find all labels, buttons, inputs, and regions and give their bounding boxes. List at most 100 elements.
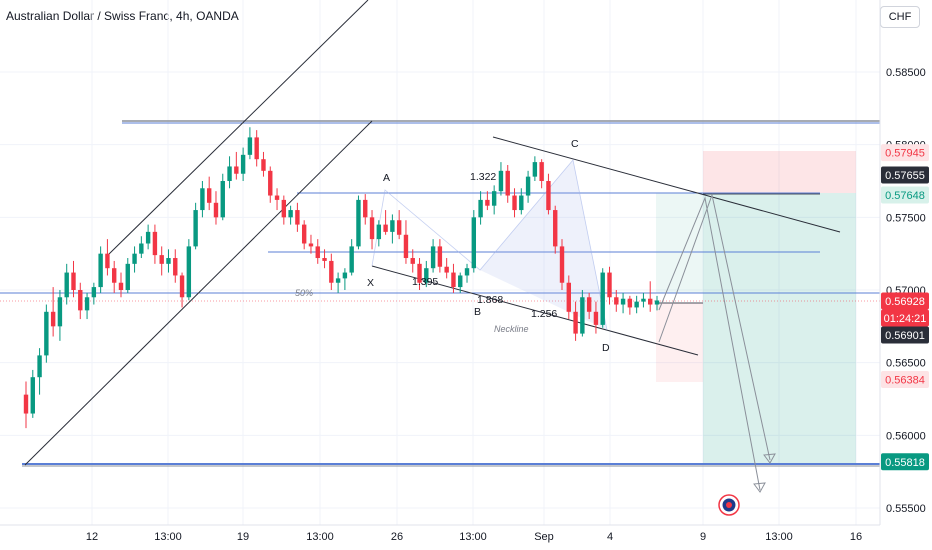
channel-lower	[24, 120, 373, 466]
ratio-bd-label: 1.868	[477, 294, 503, 306]
candle-body	[281, 199, 287, 218]
price-tag: 0.57648	[881, 186, 929, 204]
harmonic-triangle-2	[480, 160, 607, 330]
candle-body	[322, 258, 327, 261]
candle-body	[227, 166, 232, 181]
price-tag: 0.56384	[881, 371, 929, 389]
arrow-head-2	[753, 482, 766, 493]
price-tag-label: 0.55818	[885, 457, 925, 469]
y-tick-label: 0.56000	[886, 430, 926, 442]
price-tag-label: 0.57648	[885, 190, 925, 202]
price-axis[interactable]: 0.585000.580000.575000.570000.565000.560…	[886, 67, 926, 515]
event-flag-icon[interactable]	[718, 494, 740, 516]
candle-body	[546, 181, 551, 211]
candle-body	[573, 311, 578, 334]
candle-body	[206, 188, 212, 203]
candle-body	[600, 272, 605, 325]
candle-body	[57, 297, 63, 327]
point-x-label: X	[367, 277, 374, 289]
candle-body	[23, 394, 29, 414]
channel-upper	[107, 0, 369, 256]
price-tag-label: 0.56928	[885, 296, 925, 308]
candle-body	[593, 311, 599, 325]
candle-body	[356, 199, 361, 247]
candle-body	[288, 210, 293, 218]
point-b-label: B	[474, 306, 481, 318]
y-tick-label: 0.56500	[886, 358, 926, 370]
candle-body	[91, 287, 97, 298]
candle-body	[505, 170, 510, 196]
candle-body	[145, 231, 151, 244]
candle-body	[30, 377, 35, 414]
candlestick-series	[23, 127, 660, 429]
price-tag: 0.56901	[881, 326, 929, 344]
candle-body	[173, 258, 178, 276]
y-tick-label: 0.55500	[886, 503, 926, 515]
candle-body	[50, 311, 56, 327]
candle-body	[559, 246, 565, 283]
candle-body	[512, 195, 517, 211]
candle-body	[335, 278, 341, 283]
candle-body	[152, 231, 158, 256]
arrow-head-1	[763, 453, 776, 464]
x-tick-label: 9	[700, 531, 706, 543]
candle-body	[390, 220, 395, 232]
target-zone-left	[656, 193, 703, 293]
stop-zone-right	[703, 151, 856, 193]
candle-body	[607, 272, 612, 298]
candle-body	[553, 210, 558, 247]
candle-body	[396, 220, 402, 235]
x-tick-label: 12	[86, 531, 98, 543]
price-tag: 01:24:21	[881, 309, 929, 327]
candle-body	[363, 199, 368, 218]
price-tag: 0.57655	[881, 166, 929, 184]
candle-body	[193, 210, 198, 247]
candle-body	[308, 243, 314, 247]
candle-body	[295, 210, 300, 225]
x-tick-label: 26	[391, 531, 403, 543]
candle-body	[301, 224, 307, 244]
price-tag-label: 0.57655	[885, 170, 925, 182]
candle-body	[132, 253, 137, 264]
candle-body	[118, 282, 124, 290]
time-axis[interactable]: 12 13:00 19 13:00 26 13:00 Sep 4 9 13:00 16	[86, 531, 862, 543]
projection-path-1	[658, 193, 771, 461]
x-tick-label: 19	[237, 531, 249, 543]
candle-body	[125, 263, 130, 290]
price-tag-label: 0.57945	[885, 148, 925, 160]
x-tick-label: 13:00	[765, 531, 793, 543]
candle-body	[383, 224, 388, 232]
candle-body	[654, 300, 660, 305]
grid	[0, 0, 880, 525]
candle-body	[84, 297, 90, 311]
candle-body	[634, 301, 639, 308]
candle-body	[166, 258, 171, 264]
candle-body	[315, 246, 320, 259]
candle-body	[268, 170, 273, 196]
candle-body	[451, 272, 456, 288]
candle-body	[458, 275, 463, 288]
candle-body	[430, 246, 436, 269]
candle-body	[234, 166, 239, 174]
candle-body	[78, 290, 83, 311]
point-a-label: A	[383, 172, 390, 184]
candle-body	[37, 355, 42, 378]
price-tag: 0.57945	[881, 144, 929, 162]
candle-body	[105, 253, 110, 269]
candle-body	[329, 260, 334, 283]
candle-body	[247, 137, 253, 155]
candle-body	[580, 297, 585, 334]
candle-body	[417, 263, 422, 283]
point-d-label: D	[602, 342, 610, 354]
ratio-xb-label: 1.395	[412, 276, 438, 288]
candle-body	[261, 159, 266, 171]
chart-title: Australian Dollar / Swiss Franc, 4h, OAN…	[6, 9, 239, 23]
candle-body	[485, 199, 490, 206]
candle-body	[614, 297, 619, 305]
point-c-label: C	[571, 138, 579, 150]
y-tick-label: 0.57500	[886, 212, 926, 224]
candle-body	[532, 162, 538, 177]
candle-body	[376, 224, 382, 240]
candle-body	[98, 253, 103, 288]
